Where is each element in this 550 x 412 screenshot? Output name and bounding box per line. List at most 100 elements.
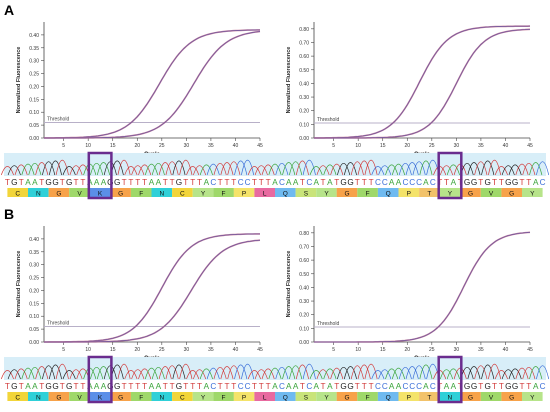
amino-acid-cell: [501, 392, 522, 401]
base-call: A: [327, 178, 333, 187]
trace-peak: [419, 160, 433, 176]
base-call: T: [259, 178, 264, 187]
y-tick-label: 0.20: [29, 84, 39, 90]
trace-peak: [138, 368, 152, 380]
x-tick-label: 5: [332, 143, 335, 149]
trace-peak: [302, 159, 316, 176]
trace-peak: [21, 367, 35, 380]
base-call: T: [197, 178, 202, 187]
trace-peak: [69, 165, 83, 176]
amplification-curve: [44, 29, 260, 139]
trace-peak: [151, 162, 165, 176]
base-call: T: [170, 382, 175, 391]
trace-peak: [385, 368, 399, 380]
amino-acid-label: Y: [530, 395, 535, 402]
trace-peak: [488, 363, 502, 380]
trace-peak: [0, 166, 14, 176]
trace-peak: [261, 368, 275, 380]
amino-acid-cell: [316, 188, 337, 197]
x-tick-label: 30: [184, 143, 190, 149]
x-tick-label: 30: [454, 347, 460, 353]
amino-acid-cell: [398, 188, 420, 197]
x-tick-label: 30: [454, 143, 460, 149]
amino-acid-label: N: [159, 191, 164, 198]
x-tick-label: 25: [429, 143, 435, 149]
x-tick-label: 5: [62, 143, 65, 149]
amino-acid-label: G: [118, 395, 123, 402]
amino-acid-cell: [419, 188, 440, 197]
base-call: G: [66, 382, 72, 391]
base-call: G: [340, 382, 346, 391]
trace-peak: [268, 163, 282, 176]
trace-peak: [330, 367, 344, 380]
base-call: A: [32, 178, 38, 187]
amino-acid-label: Q: [386, 395, 391, 402]
base-call: A: [87, 178, 93, 187]
amino-acid-label: G: [509, 191, 514, 198]
trace-peak: [529, 366, 543, 380]
base-call: T: [60, 382, 65, 391]
base-call: G: [485, 382, 491, 391]
amino-acid-cell: [28, 392, 49, 401]
base-call: T: [492, 382, 497, 391]
amino-acid-label: P: [407, 191, 411, 198]
y-tick-label: 0.10: [299, 326, 309, 332]
base-call: T: [266, 178, 271, 187]
trace-peak: [234, 160, 248, 176]
trace-peak: [35, 366, 49, 380]
base-call: T: [142, 382, 147, 391]
base-call: G: [505, 178, 511, 187]
trace-peak: [117, 363, 131, 380]
amino-acid-cell: [254, 188, 275, 197]
amino-acid-label: N: [36, 191, 41, 198]
x-tick-label: 35: [478, 347, 484, 353]
trace-peak: [199, 368, 213, 380]
base-call: A: [396, 382, 402, 391]
trace-peak: [268, 367, 282, 380]
trace-peak: [316, 369, 330, 380]
trace-peak: [117, 159, 131, 176]
base-call: T: [183, 178, 188, 187]
trace-peak: [412, 161, 426, 176]
trace-peak: [385, 164, 399, 176]
amino-acid-cell: [213, 188, 234, 197]
base-call: G: [347, 382, 353, 391]
base-call: T: [128, 178, 133, 187]
trace-peak: [96, 366, 111, 380]
chromatogram-background: [4, 357, 546, 380]
amino-acid-label: Y: [201, 395, 206, 402]
base-call: T: [526, 382, 531, 391]
amino-acid-cell: [254, 392, 275, 401]
trace-peak: [378, 369, 392, 380]
trace-peak: [247, 166, 261, 176]
amino-acid-label: V: [77, 191, 82, 198]
base-call: C: [245, 382, 251, 391]
trace-peak: [241, 159, 255, 176]
base-call: A: [327, 382, 333, 391]
base-call: T: [231, 178, 236, 187]
trace-peak: [343, 162, 357, 176]
trace-peak: [337, 162, 351, 176]
amino-acid-cell: [357, 392, 378, 401]
base-call: A: [94, 382, 100, 391]
amplification-curve: [314, 28, 531, 139]
base-call: T: [369, 382, 374, 391]
trace-peak: [439, 165, 454, 176]
trace-peak: [0, 370, 14, 380]
amino-acid-cell: [480, 392, 502, 401]
amino-acid-label: L: [263, 395, 267, 402]
base-call: A: [94, 178, 100, 187]
base-call: T: [334, 382, 339, 391]
y-tick-label: 0.80: [299, 27, 309, 33]
y-tick-label: 0.15: [29, 301, 39, 307]
trace-peak: [193, 369, 207, 380]
base-call: T: [80, 382, 85, 391]
base-call: T: [190, 382, 195, 391]
base-call: T: [60, 178, 65, 187]
base-call: C: [416, 382, 422, 391]
base-call: T: [444, 178, 449, 187]
y-tick-label: 0.00: [299, 340, 309, 346]
trace-peak: [241, 363, 255, 380]
base-call: T: [80, 178, 85, 187]
trace-peak: [522, 366, 536, 380]
